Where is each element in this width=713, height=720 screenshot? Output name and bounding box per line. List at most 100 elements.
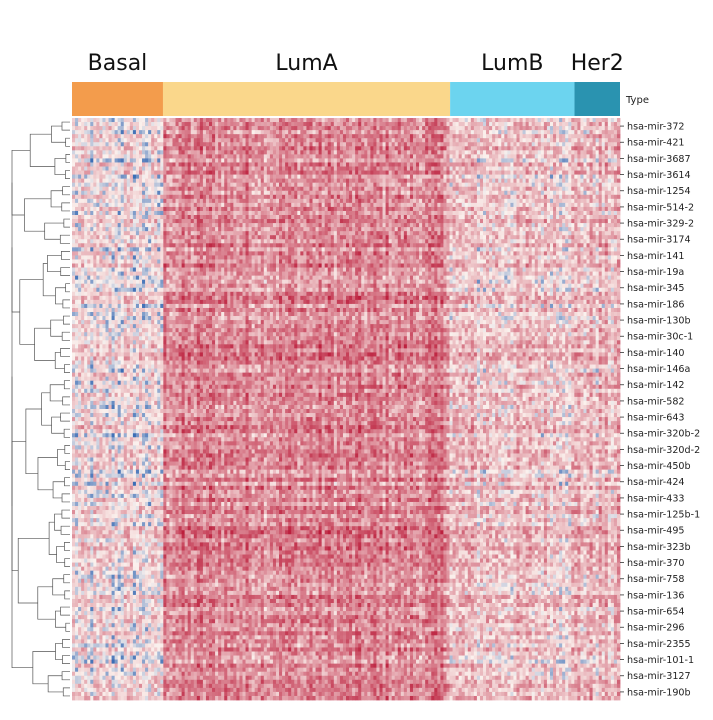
heatmap-cell (422, 118, 425, 122)
heatmap-cell (313, 215, 316, 219)
heatmap-cell (526, 187, 529, 191)
heatmap-cell (154, 167, 157, 171)
heatmap-cell (583, 175, 586, 179)
heatmap-cell (422, 138, 425, 142)
heatmap-cell (529, 118, 532, 122)
heatmap-cell (127, 187, 130, 191)
heatmap-cell (267, 191, 270, 195)
heatmap-cell (239, 219, 242, 223)
heatmap-cell (246, 126, 249, 130)
heatmap-cell (492, 134, 495, 138)
heatmap-cell (84, 171, 87, 175)
heatmap-cell (157, 122, 160, 126)
heatmap-cell (523, 195, 526, 199)
heatmap-cell (124, 130, 127, 134)
heatmap-cell (242, 126, 245, 130)
heatmap-cell (443, 227, 446, 231)
heatmap-cell (404, 211, 407, 215)
heatmap-cell (151, 130, 154, 134)
heatmap-cell (596, 211, 599, 215)
heatmap-cell (392, 146, 395, 150)
heatmap-cell (498, 126, 501, 130)
heatmap-cell (169, 227, 172, 231)
heatmap-cell (370, 199, 373, 203)
heatmap-cell (507, 187, 510, 191)
heatmap-cell (221, 162, 224, 166)
heatmap-cell (224, 122, 227, 126)
heatmap-cell (416, 126, 419, 130)
heatmap-cell (376, 154, 379, 158)
heatmap-cell (358, 122, 361, 126)
heatmap-cell (541, 138, 544, 142)
heatmap-cell (209, 150, 212, 154)
heatmap-cell (580, 130, 583, 134)
heatmap-cell (203, 179, 206, 183)
heatmap-cell (172, 122, 175, 126)
heatmap-cell (130, 183, 133, 187)
heatmap-cell (188, 154, 191, 158)
heatmap-cell (596, 183, 599, 187)
heatmap-cell (526, 223, 529, 227)
heatmap-cell (130, 223, 133, 227)
heatmap-cell (468, 179, 471, 183)
heatmap-cell (148, 191, 151, 195)
heatmap-cell (498, 162, 501, 166)
heatmap-cell (206, 191, 209, 195)
heatmap-cell (81, 142, 84, 146)
heatmap-cell (270, 142, 273, 146)
heatmap-cell (233, 179, 236, 183)
heatmap-cell (81, 227, 84, 231)
heatmap-cell (617, 211, 620, 215)
heatmap-cell (200, 146, 203, 150)
heatmap-cell (337, 146, 340, 150)
heatmap-cell (520, 195, 523, 199)
heatmap-cell (376, 158, 379, 162)
heatmap-cell (611, 207, 614, 211)
heatmap-cell (197, 199, 200, 203)
heatmap-cell (151, 207, 154, 211)
heatmap-cell (233, 171, 236, 175)
heatmap-cell (300, 187, 303, 191)
heatmap-cell (535, 195, 538, 199)
heatmap-cell (395, 167, 398, 171)
heatmap-cell (480, 175, 483, 179)
heatmap-cell (504, 183, 507, 187)
heatmap-cell (322, 142, 325, 146)
heatmap-cell (176, 158, 179, 162)
heatmap-cell (398, 211, 401, 215)
heatmap-cell (163, 195, 166, 199)
heatmap-cell (273, 142, 276, 146)
heatmap-cell (169, 203, 172, 207)
heatmap-cell (565, 150, 568, 154)
heatmap-cell (516, 146, 519, 150)
heatmap-cell (443, 223, 446, 227)
heatmap-cell (227, 187, 230, 191)
heatmap-cell (242, 219, 245, 223)
heatmap-cell (102, 158, 105, 162)
heatmap-cell (489, 162, 492, 166)
heatmap-cell (462, 183, 465, 187)
heatmap-cell (532, 171, 535, 175)
heatmap-cell (112, 227, 115, 231)
heatmap-cell (446, 219, 449, 223)
heatmap-cell (395, 203, 398, 207)
heatmap-cell (422, 191, 425, 195)
heatmap-cell (583, 183, 586, 187)
heatmap-cell (398, 215, 401, 219)
heatmap-cell (529, 219, 532, 223)
heatmap-cell (565, 195, 568, 199)
heatmap-cell (328, 195, 331, 199)
heatmap-cell (191, 227, 194, 231)
heatmap-cell (197, 207, 200, 211)
heatmap-cell (209, 195, 212, 199)
heatmap-cell (197, 118, 200, 122)
heatmap-cell (154, 179, 157, 183)
heatmap-cell (486, 154, 489, 158)
heatmap-cell (468, 207, 471, 211)
heatmap-cell (139, 118, 142, 122)
heatmap-cell (121, 175, 124, 179)
heatmap-cell (577, 122, 580, 126)
heatmap-cell (194, 199, 197, 203)
heatmap-cell (407, 211, 410, 215)
heatmap-cell (309, 150, 312, 154)
